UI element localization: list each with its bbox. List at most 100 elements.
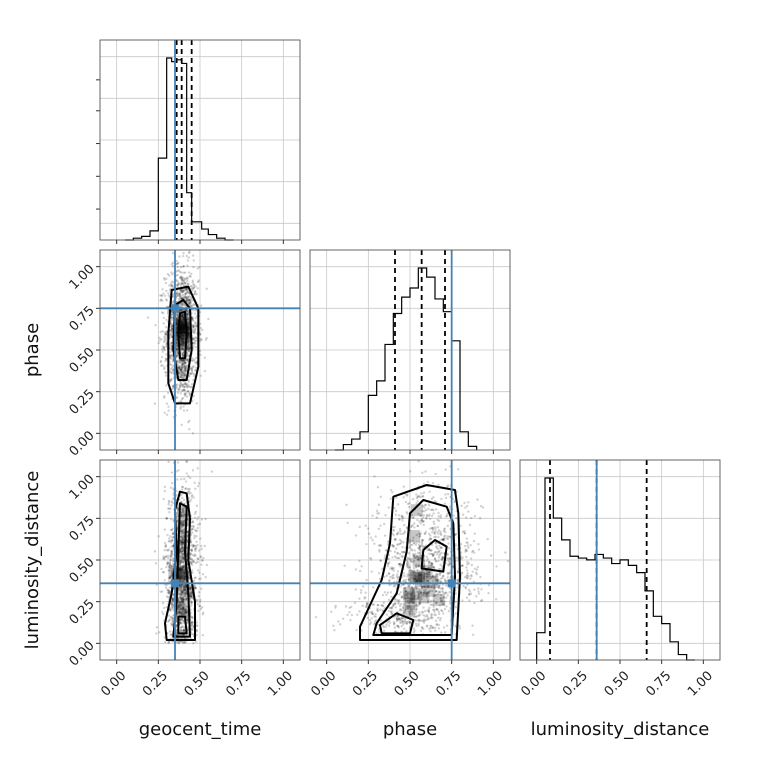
y-label-phase: phase bbox=[22, 323, 43, 377]
sample-point bbox=[178, 388, 181, 391]
sample-point bbox=[162, 322, 165, 325]
sample-point bbox=[424, 530, 428, 534]
sample-point bbox=[170, 622, 173, 625]
sample-point bbox=[178, 384, 182, 388]
sample-point bbox=[185, 309, 189, 312]
sample-point bbox=[192, 259, 196, 262]
sample-point bbox=[427, 507, 430, 511]
sample-point bbox=[186, 348, 189, 351]
sample-point bbox=[167, 409, 170, 412]
sample-point bbox=[382, 601, 385, 605]
sample-point bbox=[437, 483, 440, 486]
sample-point bbox=[398, 527, 402, 531]
sample-point bbox=[197, 591, 201, 594]
sample-point bbox=[180, 397, 184, 401]
sample-point bbox=[394, 513, 397, 517]
sample-point bbox=[181, 282, 184, 285]
sample-point bbox=[461, 599, 464, 602]
sample-point bbox=[165, 353, 168, 356]
sample-point bbox=[182, 359, 185, 362]
sample-point bbox=[444, 496, 448, 500]
sample-point bbox=[175, 385, 178, 389]
sample-point bbox=[200, 338, 203, 342]
sample-point bbox=[415, 493, 418, 496]
sample-point bbox=[186, 364, 189, 367]
sample-point bbox=[181, 316, 184, 319]
sample-point bbox=[460, 564, 464, 568]
sample-point bbox=[181, 383, 185, 386]
sample-point bbox=[183, 362, 186, 365]
sample-point bbox=[166, 556, 170, 560]
sample-point bbox=[163, 278, 166, 281]
sample-point bbox=[489, 554, 493, 557]
sample-point bbox=[430, 562, 433, 565]
sample-point bbox=[196, 599, 199, 602]
sample-point bbox=[171, 557, 175, 560]
sample-point bbox=[442, 612, 445, 615]
sample-point bbox=[392, 573, 395, 577]
sample-point bbox=[338, 623, 342, 626]
sample-point bbox=[364, 524, 367, 527]
sample-point bbox=[180, 333, 183, 337]
sample-point bbox=[180, 296, 183, 300]
sample-point bbox=[180, 337, 184, 340]
sample-point bbox=[181, 322, 184, 326]
sample-point bbox=[379, 608, 382, 612]
sample-point bbox=[371, 514, 374, 517]
sample-point bbox=[376, 512, 379, 515]
sample-point bbox=[467, 562, 471, 565]
sample-point bbox=[184, 288, 187, 291]
sample-point bbox=[415, 611, 418, 614]
sample-point bbox=[181, 347, 185, 351]
sample-point bbox=[165, 339, 168, 342]
sample-point bbox=[165, 299, 169, 302]
sample-point bbox=[161, 602, 165, 605]
sample-point bbox=[377, 527, 381, 531]
sample-point bbox=[166, 391, 170, 395]
sample-point bbox=[182, 498, 186, 502]
sample-point bbox=[480, 599, 484, 602]
sample-point bbox=[194, 510, 198, 514]
sample-point bbox=[408, 470, 412, 473]
sample-point bbox=[366, 616, 369, 620]
sample-point bbox=[396, 532, 399, 535]
sample-point bbox=[384, 513, 387, 517]
sample-point bbox=[465, 596, 469, 600]
sample-point bbox=[433, 530, 437, 534]
sample-point bbox=[414, 622, 418, 626]
sample-point bbox=[179, 368, 182, 371]
sample-point bbox=[168, 362, 172, 366]
sample-point bbox=[170, 330, 173, 333]
sample-point bbox=[201, 633, 205, 637]
sample-point bbox=[422, 619, 425, 623]
sample-point bbox=[396, 556, 400, 560]
sample-point bbox=[422, 514, 425, 517]
sample-point bbox=[183, 394, 187, 397]
sample-point bbox=[172, 384, 175, 388]
sample-point bbox=[466, 541, 469, 544]
x-tick-label: 1.00 bbox=[685, 668, 716, 699]
sample-point bbox=[198, 571, 201, 575]
sample-point bbox=[160, 567, 163, 571]
sample-point bbox=[431, 526, 434, 530]
sample-point bbox=[428, 517, 432, 521]
sample-point bbox=[167, 274, 171, 277]
sample-point bbox=[179, 626, 183, 629]
sample-point bbox=[191, 304, 194, 307]
sample-point bbox=[431, 531, 434, 534]
sample-point bbox=[413, 526, 416, 529]
sample-point bbox=[392, 621, 396, 624]
sample-point bbox=[369, 556, 372, 560]
sample-point bbox=[361, 604, 364, 607]
sample-point bbox=[177, 359, 181, 363]
sample-point bbox=[169, 333, 173, 336]
x-tick-label: 1.00 bbox=[475, 668, 506, 699]
sample-point bbox=[389, 488, 393, 492]
sample-point bbox=[390, 610, 393, 613]
sample-point bbox=[180, 366, 184, 369]
sample-point bbox=[176, 262, 179, 265]
sample-point bbox=[194, 328, 197, 331]
sample-point bbox=[182, 330, 185, 333]
sample-point bbox=[365, 578, 368, 582]
sample-point bbox=[200, 547, 203, 551]
